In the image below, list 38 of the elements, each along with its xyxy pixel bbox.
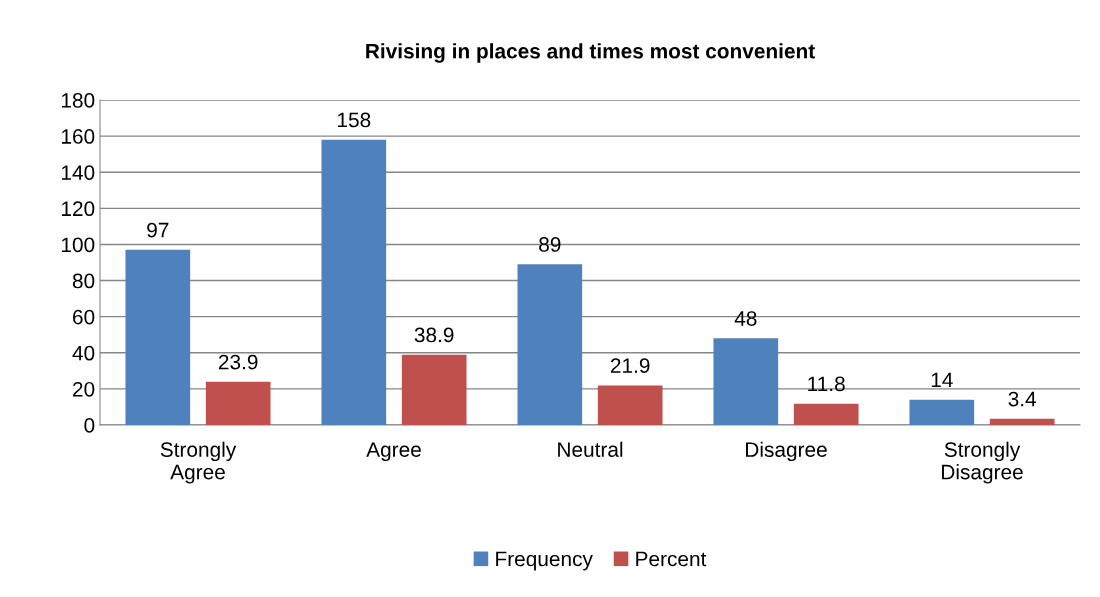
- data-label: 89: [539, 237, 561, 252]
- data-label: 158: [338, 112, 371, 128]
- legend-label: Percent: [636, 551, 707, 567]
- bar: [597, 385, 663, 425]
- bar: [517, 264, 583, 425]
- x-tick-label: Disagree: [746, 441, 827, 462]
- bar: [989, 418, 1055, 425]
- data-label: 97: [147, 222, 169, 238]
- bar: [401, 354, 467, 425]
- bar: [321, 139, 387, 425]
- data-label: 48: [734, 311, 757, 326]
- data-label: 38.9: [414, 327, 454, 343]
- data-label: 11.8: [808, 376, 845, 392]
- legend-label: Frequency: [496, 551, 593, 571]
- x-tick-label: Neutral: [558, 441, 623, 457]
- bar: [125, 249, 191, 425]
- data-label: 21.9: [610, 358, 650, 374]
- bar: [713, 338, 779, 425]
- y-tick-label: 60: [73, 309, 95, 325]
- chart-title: Rivising in places and times most convenient: [366, 43, 815, 63]
- x-tick-label: Strongly Agree: [160, 441, 237, 484]
- y-tick-label: 0: [84, 418, 95, 433]
- y-tick-label: 40: [72, 345, 95, 361]
- data-label: 23.9: [218, 354, 258, 370]
- bar: [793, 403, 859, 425]
- bar: [205, 381, 271, 425]
- y-tick-label: 100: [61, 237, 95, 253]
- data-label: 14: [931, 372, 953, 388]
- bar: [909, 399, 975, 425]
- x-tick-label: Agree: [366, 442, 421, 462]
- y-tick-label: 20: [73, 381, 95, 397]
- y-tick-label: 160: [61, 129, 95, 144]
- data-label: 3.4: [1008, 391, 1037, 407]
- x-tick-label: Strongly Disagree: [942, 441, 1023, 484]
- y-tick-label: 140: [61, 165, 95, 180]
- y-tick-label: 80: [72, 273, 95, 289]
- y-tick-label: 180: [61, 93, 95, 108]
- y-tick-label: 120: [61, 201, 95, 217]
